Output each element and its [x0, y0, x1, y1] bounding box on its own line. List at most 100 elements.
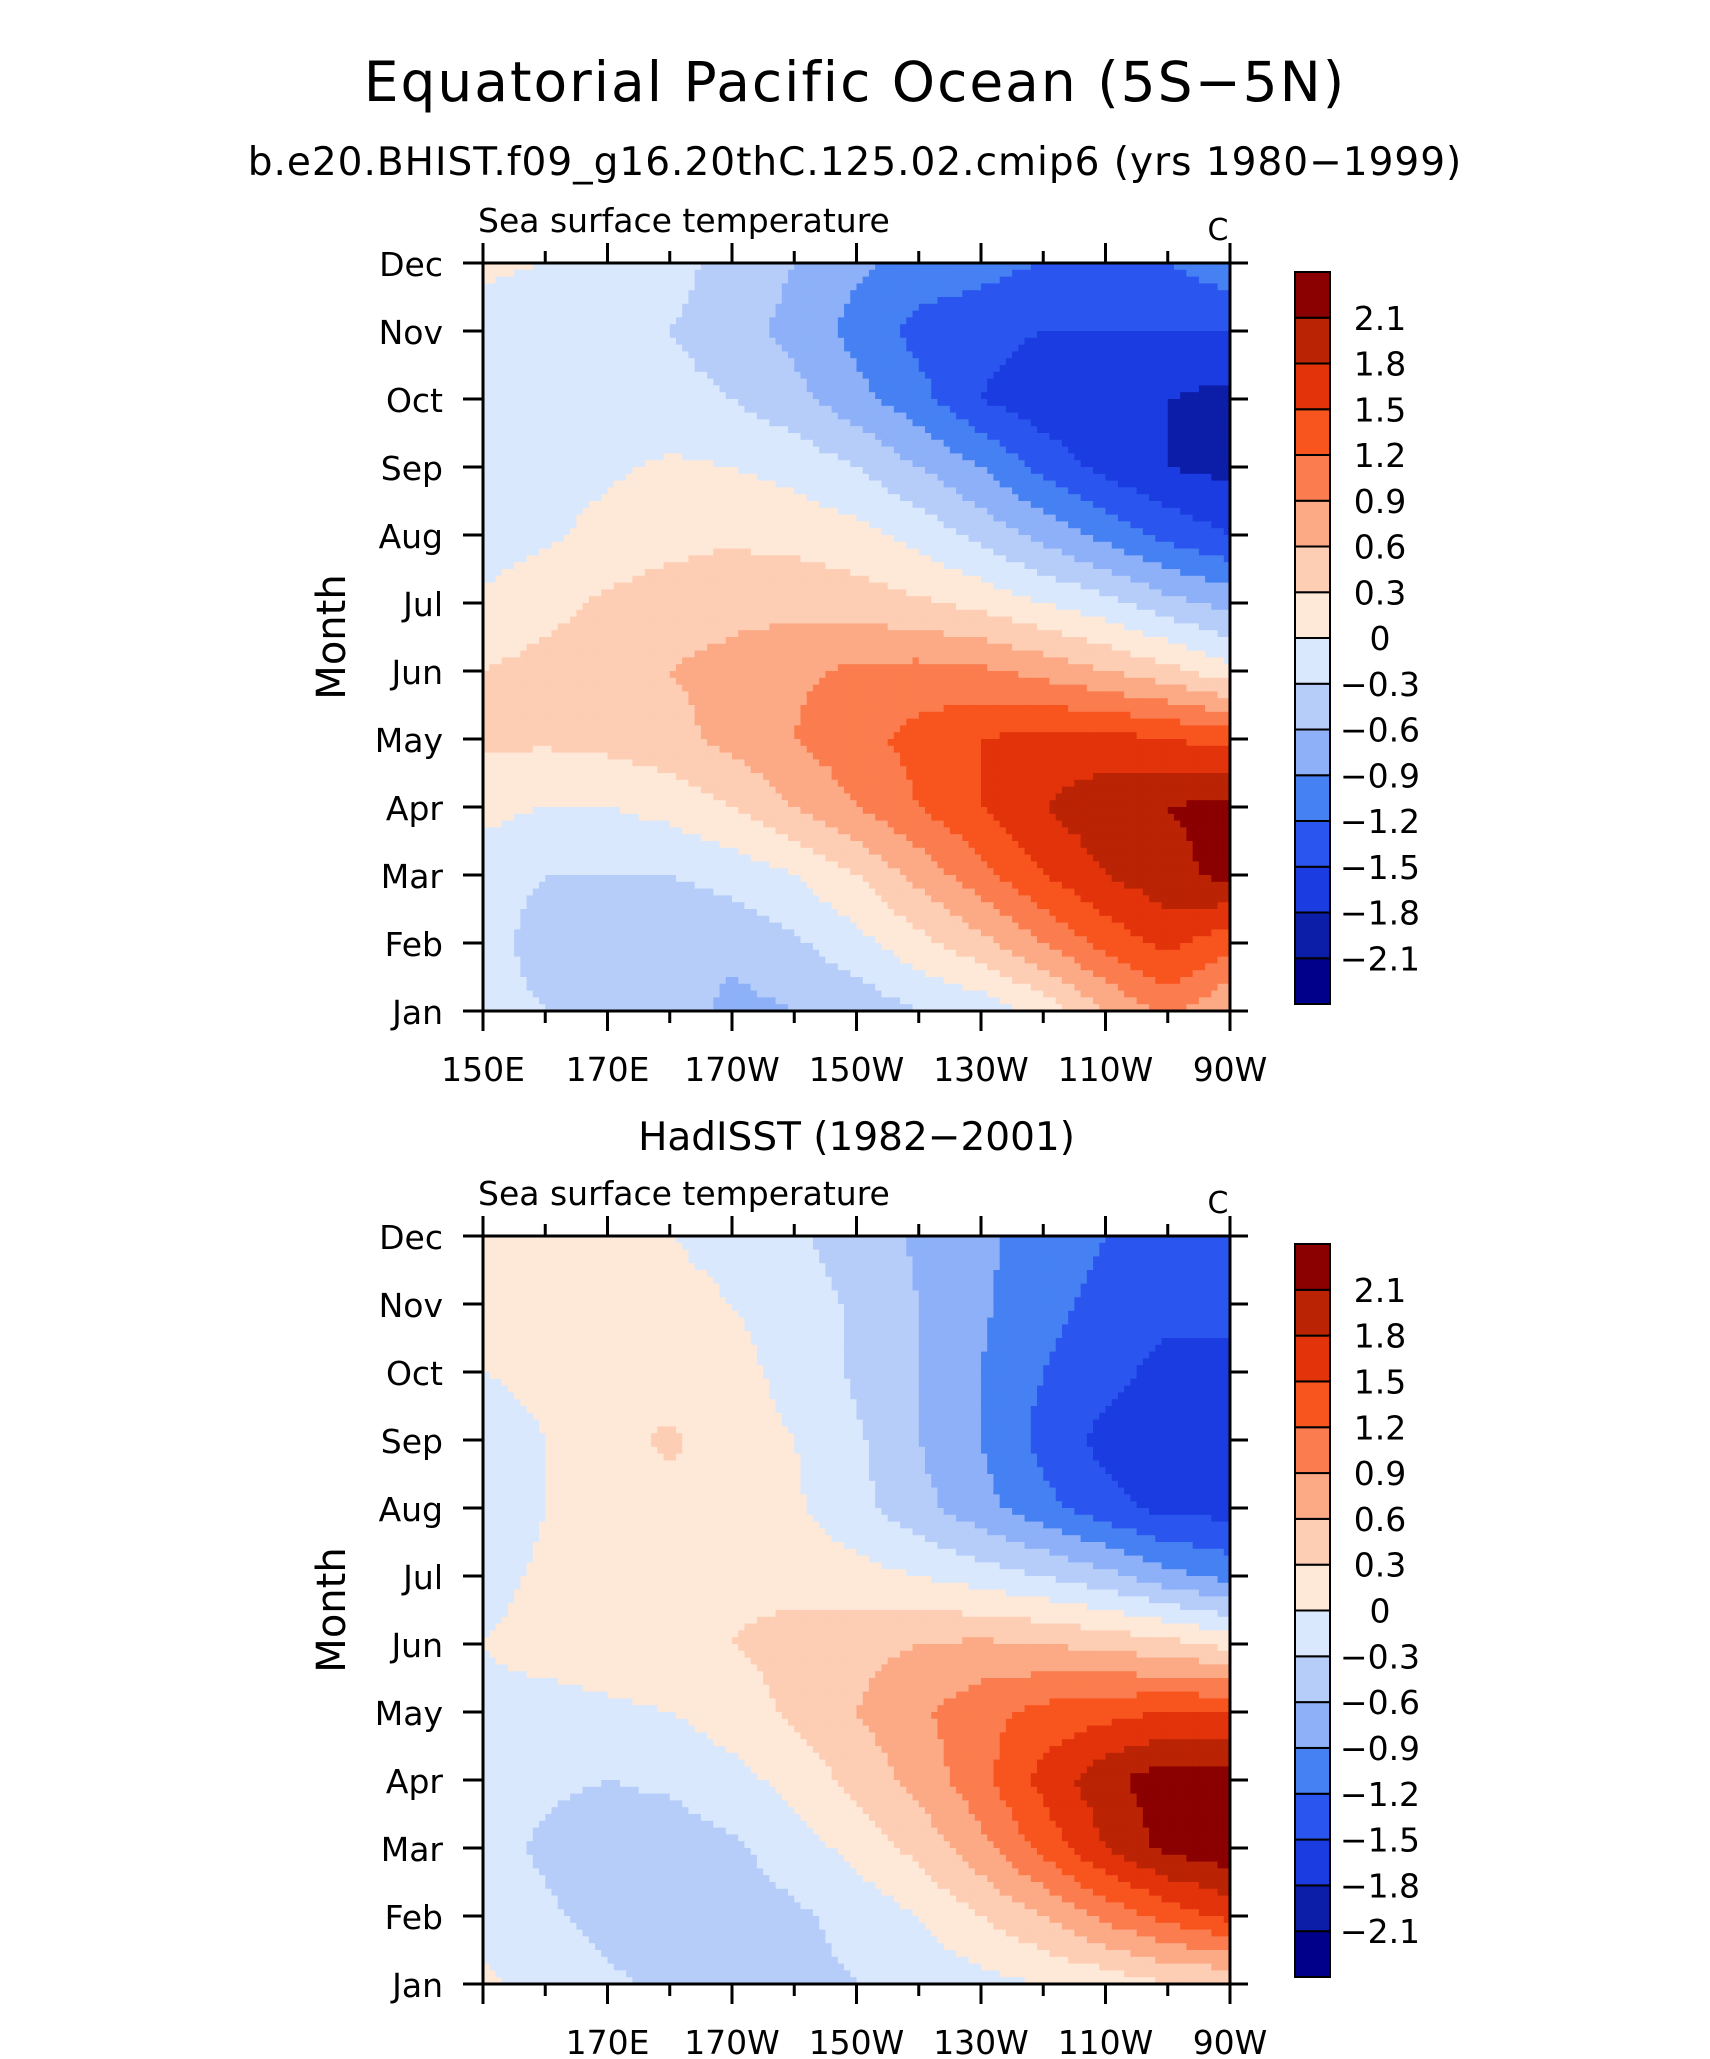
x-tick-label: 110W — [1058, 2023, 1154, 2059]
colorbar-swatch — [1294, 1243, 1331, 1291]
colorbar-swatch — [1294, 1884, 1331, 1933]
y-tick-label: Dec — [379, 1218, 443, 1257]
colorbar-swatch — [1294, 362, 1331, 411]
y-tick-label: Apr — [386, 789, 444, 828]
y-tick-label: Jan — [390, 993, 443, 1032]
x-tick-label: 150E — [441, 1050, 525, 1089]
x-tick-label: 170E — [566, 2023, 650, 2059]
colorbar-label: 0.6 — [1354, 1500, 1406, 1539]
x-tick-label: 110W — [1058, 1050, 1154, 1089]
variable-label: Sea surface temperature — [478, 201, 890, 240]
y-axis-label: Month — [309, 1547, 355, 1672]
heatmap-panel-1 — [463, 243, 1331, 1031]
colorbar-swatch — [1294, 774, 1331, 822]
colorbar-label: −0.6 — [1340, 711, 1420, 750]
colorbar-label: 1.5 — [1354, 390, 1406, 429]
colorbar-swatch — [1294, 1609, 1331, 1658]
colorbar-label: 0.3 — [1354, 573, 1406, 612]
colorbar-swatch — [1294, 637, 1331, 685]
colorbar-swatch — [1294, 1792, 1331, 1841]
x-tick-label: 150W — [809, 1050, 905, 1089]
y-tick-label: Oct — [386, 381, 443, 420]
colorbar-label: 0.3 — [1354, 1546, 1406, 1585]
colorbar-swatch — [1294, 1334, 1331, 1383]
colorbar-swatch — [1294, 408, 1331, 456]
colorbar-swatch — [1294, 865, 1331, 914]
y-tick-label: Jul — [401, 1558, 443, 1597]
sst-field — [483, 263, 1230, 1011]
x-tick-label: 90W — [1193, 1050, 1268, 1089]
colorbar-swatch — [1294, 1517, 1331, 1566]
colorbar-label: −1.5 — [1340, 1821, 1420, 1860]
y-tick-label: Mar — [381, 1830, 444, 1869]
colorbar-swatch — [1294, 1746, 1331, 1795]
colorbar-label: −0.6 — [1340, 1683, 1420, 1722]
colorbar-swatch — [1294, 1930, 1331, 1978]
x-tick-label: 170W — [684, 2023, 780, 2059]
y-tick-label: May — [375, 1694, 443, 1733]
colorbar-swatch — [1294, 911, 1331, 960]
colorbar-label: 1.8 — [1354, 1317, 1406, 1356]
y-tick-label: May — [375, 721, 443, 760]
y-tick-label: Nov — [379, 1286, 443, 1325]
colorbar-label: 2.1 — [1354, 299, 1406, 338]
x-tick-label: 150W — [809, 2023, 905, 2059]
y-tick-label: Oct — [386, 1354, 443, 1393]
colorbar-label: 0 — [1370, 1592, 1391, 1631]
y-tick-label: Sep — [381, 1422, 443, 1461]
colorbar-swatch — [1294, 591, 1331, 639]
colorbar-swatch — [1294, 545, 1331, 594]
colorbar-label: −0.3 — [1340, 1637, 1420, 1676]
heatmap-panel-2 — [463, 1216, 1331, 2004]
x-tick-label: 170E — [566, 1050, 650, 1089]
y-tick-label: Jun — [389, 653, 443, 692]
colorbar-label: 1.5 — [1354, 1362, 1406, 1401]
colorbar-label: 2.1 — [1354, 1271, 1406, 1310]
colorbar-label: 1.2 — [1354, 436, 1406, 475]
colorbar-swatch — [1294, 316, 1331, 365]
colorbar-label: −2.1 — [1340, 939, 1420, 978]
y-tick-label: Dec — [379, 245, 443, 284]
colorbar-swatch — [1294, 1472, 1331, 1520]
y-tick-label: Apr — [386, 1762, 444, 1801]
unit-label: C — [1208, 213, 1229, 248]
colorbar-label: −1.8 — [1340, 894, 1420, 933]
colorbar-label: 0 — [1370, 619, 1391, 658]
colorbar-swatch — [1294, 499, 1331, 548]
y-tick-label: Mar — [381, 857, 444, 896]
panel-title: HadISST (1982−2001) — [638, 1115, 1075, 1160]
x-tick-label: 130W — [933, 1050, 1029, 1089]
colorbar-swatch — [1294, 957, 1331, 1005]
colorbar-label: −1.8 — [1340, 1866, 1420, 1905]
colorbar-label: 1.2 — [1354, 1408, 1406, 1447]
colorbar-label: −1.2 — [1340, 802, 1420, 841]
colorbar — [1294, 1243, 1331, 1978]
colorbar-label: −0.9 — [1340, 756, 1420, 795]
colorbar-swatch — [1294, 728, 1331, 777]
colorbar-label: 0.6 — [1354, 528, 1406, 567]
y-axis-label: Month — [309, 574, 355, 699]
colorbar-label: −2.1 — [1340, 1912, 1420, 1951]
y-tick-label: Feb — [385, 1898, 443, 1937]
x-tick-label: 170W — [684, 1050, 780, 1089]
colorbar — [1294, 271, 1331, 1005]
y-tick-label: Jul — [401, 585, 443, 624]
x-tick-label: 130W — [933, 2023, 1029, 2059]
colorbar-swatch — [1294, 820, 1331, 868]
colorbar-label: −1.2 — [1340, 1775, 1420, 1814]
main-subtitle: b.e20.BHIST.f09_g16.20thC.125.02.cmip6 (… — [0, 140, 1710, 185]
colorbar-swatch — [1294, 454, 1331, 502]
colorbar-label: −0.3 — [1340, 665, 1420, 704]
colorbar-label: −0.9 — [1340, 1729, 1420, 1768]
variable-label: Sea surface temperature — [478, 1174, 890, 1213]
colorbar-label: 0.9 — [1354, 1454, 1406, 1493]
y-tick-label: Jan — [390, 1966, 443, 2005]
y-tick-label: Sep — [381, 449, 443, 488]
colorbar-swatch — [1294, 1426, 1331, 1475]
colorbar-swatch — [1294, 682, 1331, 731]
colorbar-swatch — [1294, 1838, 1331, 1887]
y-tick-label: Nov — [379, 313, 443, 352]
y-tick-label: Jun — [389, 1626, 443, 1665]
colorbar-swatch — [1294, 1563, 1331, 1612]
